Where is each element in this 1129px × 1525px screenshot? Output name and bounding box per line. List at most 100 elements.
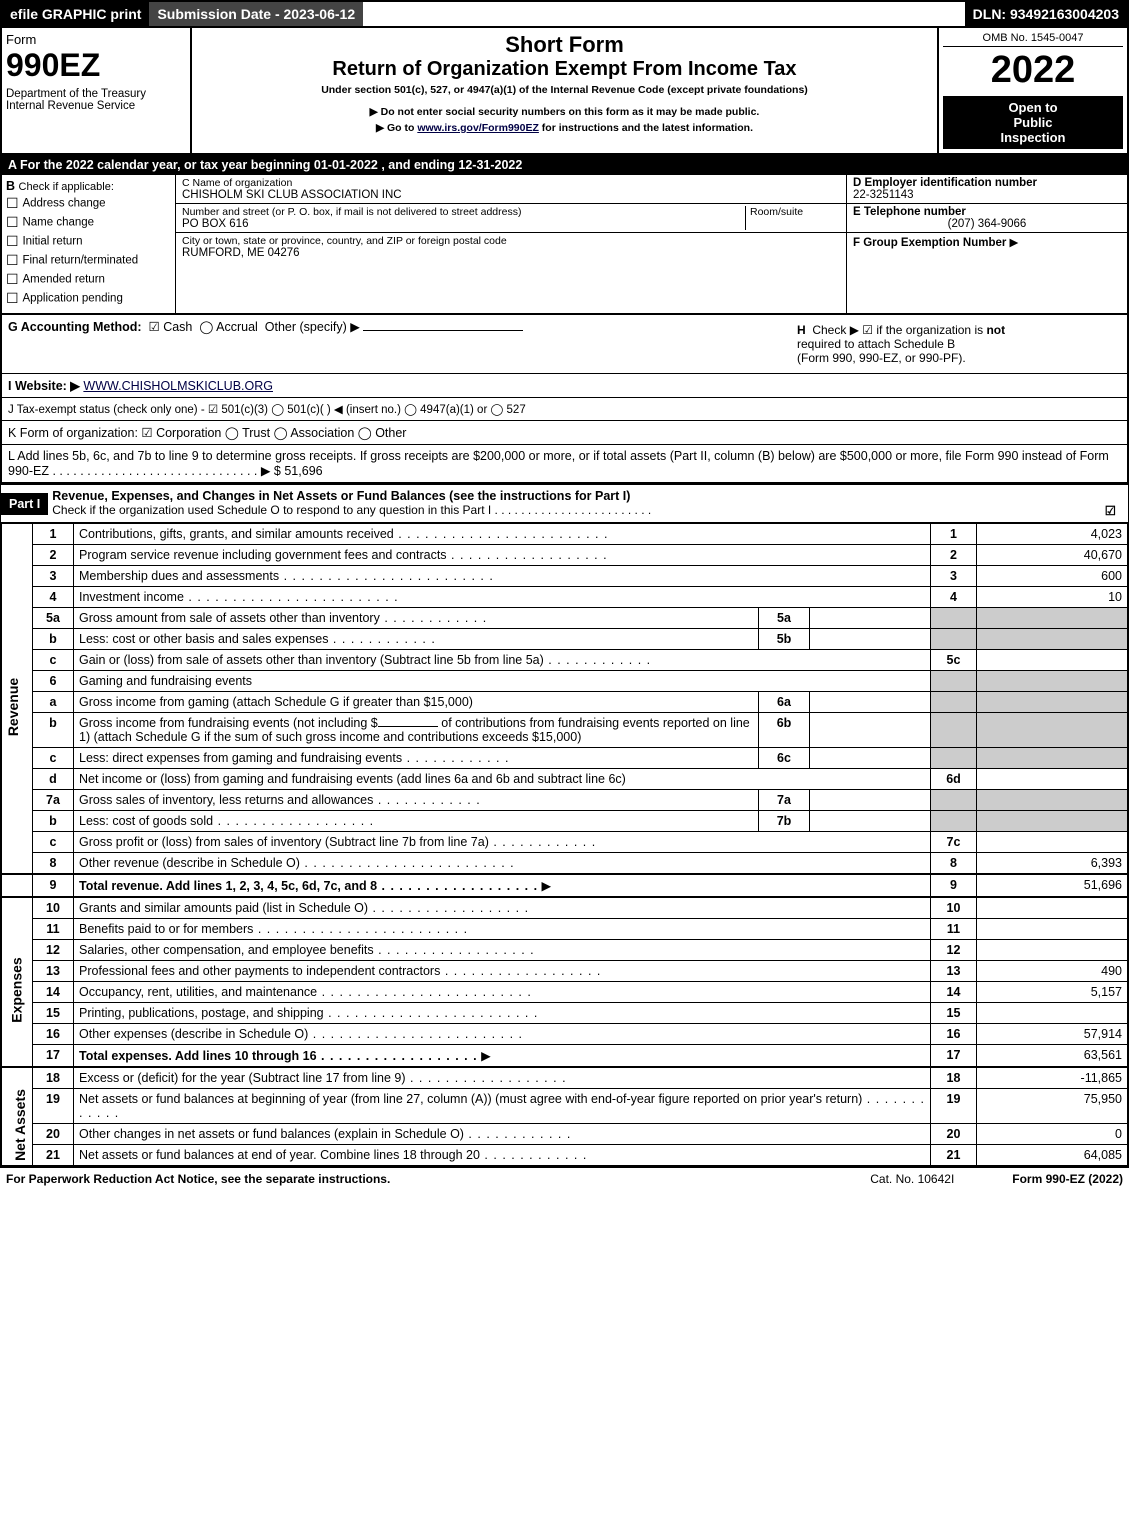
section-def: D Employer identification number 22-3251… [847, 175, 1127, 313]
form-header: Form 990EZ Department of the Treasury In… [0, 28, 1129, 155]
footer-right: Form 990-EZ (2022) [1012, 1172, 1123, 1186]
amt-line20: 0 [977, 1124, 1129, 1145]
amt-line13: 490 [977, 961, 1129, 982]
amt-line2: 40,670 [977, 545, 1129, 566]
warn-ssn: ▶ Do not enter social security numbers o… [196, 106, 933, 118]
gross-receipts-amt: 51,696 [284, 464, 322, 478]
chk-cash[interactable]: ☑ [149, 320, 160, 334]
side-netassets: Net Assets [1, 1067, 33, 1166]
row-a-tax-year: A For the 2022 calendar year, or tax yea… [0, 155, 1129, 175]
amt-line14: 5,157 [977, 982, 1129, 1003]
return-title: Return of Organization Exempt From Incom… [196, 58, 933, 81]
header-subtitle: Under section 501(c), 527, or 4947(a)(1)… [196, 84, 933, 96]
c-city-cell: City or town, state or province, country… [176, 233, 846, 261]
part1-row: Part I Revenue, Expenses, and Changes in… [0, 484, 1129, 523]
other-specify-blank[interactable] [363, 330, 523, 331]
val-7b [810, 811, 931, 832]
form-number: 990EZ [6, 47, 186, 84]
amt-line10 [977, 897, 1129, 919]
inspection-badge: Open to Public Inspection [943, 96, 1123, 149]
footer-left: For Paperwork Reduction Act Notice, see … [6, 1172, 812, 1186]
amt-line8: 6,393 [977, 853, 1129, 875]
d-ein-cell: D Employer identification number 22-3251… [847, 175, 1127, 204]
amt-line11 [977, 919, 1129, 940]
chk-amended-return[interactable]: Amended return [6, 271, 171, 288]
c-name-cell: C Name of organization CHISHOLM SKI CLUB… [176, 175, 846, 204]
irs-link[interactable]: www.irs.gov/Form990EZ [417, 122, 539, 134]
phone-value: (207) 364-9066 [853, 218, 1121, 230]
val-5a [810, 608, 931, 629]
val-7a [810, 790, 931, 811]
part1-title: Revenue, Expenses, and Changes in Net As… [52, 489, 630, 503]
header-right: OMB No. 1545-0047 2022 Open to Public In… [939, 28, 1127, 153]
chk-accrual[interactable]: ◯ [199, 320, 213, 334]
dept-treasury: Department of the Treasury [6, 88, 186, 100]
val-6c [810, 748, 931, 769]
row-i-website: I Website: ▶ WWW.CHISHOLMSKICLUB.ORG [0, 374, 1129, 398]
footer-catno: Cat. No. 10642I [812, 1172, 1012, 1186]
g-accounting: G Accounting Method: ☑ Cash ◯ Accrual Ot… [8, 319, 793, 369]
org-address: PO BOX 616 [182, 218, 745, 230]
form-word: Form [6, 32, 186, 47]
amt-line3: 600 [977, 566, 1129, 587]
val-6b [810, 713, 931, 748]
submission-date: Submission Date - 2023-06-12 [149, 2, 363, 26]
section-c: C Name of organization CHISHOLM SKI CLUB… [176, 175, 847, 313]
amt-line21: 64,085 [977, 1145, 1129, 1167]
amt-line12 [977, 940, 1129, 961]
amt-line1: 4,023 [977, 524, 1129, 545]
chk-address-change[interactable]: Address change [6, 195, 171, 212]
chk-application-pending[interactable]: Application pending [6, 290, 171, 307]
amt-line15 [977, 1003, 1129, 1024]
efile-label[interactable]: efile GRAPHIC print [2, 2, 149, 26]
short-form-title: Short Form [196, 32, 933, 58]
chk-schedule-o[interactable]: ☑ [1105, 503, 1116, 518]
header-left: Form 990EZ Department of the Treasury In… [2, 28, 192, 153]
val-6a [810, 692, 931, 713]
org-city: RUMFORD, ME 04276 [182, 247, 840, 259]
chk-final-return[interactable]: Final return/terminated [6, 252, 171, 269]
amt-line7c [977, 832, 1129, 853]
website-link[interactable]: WWW.CHISHOLMSKICLUB.ORG [83, 379, 273, 393]
blank-6b-contrib[interactable] [378, 726, 438, 727]
dln-label: DLN: 93492163004203 [965, 2, 1127, 26]
row-l-gross: L Add lines 5b, 6c, and 7b to line 9 to … [0, 445, 1129, 484]
row-j-status: J Tax-exempt status (check only one) - ☑… [0, 398, 1129, 421]
ein-value: 22-3251143 [853, 189, 1121, 201]
chk-schedule-b[interactable]: ☑ [862, 323, 873, 337]
org-name: CHISHOLM SKI CLUB ASSOCIATION INC [182, 189, 840, 201]
amt-line6d [977, 769, 1129, 790]
page-footer: For Paperwork Reduction Act Notice, see … [0, 1167, 1129, 1190]
header-center: Short Form Return of Organization Exempt… [192, 28, 939, 153]
chk-name-change[interactable]: Name change [6, 214, 171, 231]
h-check: H Check ▶ ☑ if the organization is not r… [793, 319, 1121, 369]
omb-number: OMB No. 1545-0047 [943, 32, 1123, 47]
tax-year: 2022 [943, 49, 1123, 92]
row-gh: G Accounting Method: ☑ Cash ◯ Accrual Ot… [0, 315, 1129, 374]
part1-table: Revenue 1 Contributions, gifts, grants, … [0, 523, 1129, 1167]
section-bcd: B Check if applicable: Address change Na… [0, 175, 1129, 315]
amt-line17: 63,561 [977, 1045, 1129, 1068]
b-label: B [6, 179, 15, 193]
chk-initial-return[interactable]: Initial return [6, 233, 171, 250]
f-group-cell: F Group Exemption Number ▶ [847, 233, 1127, 251]
top-bar: efile GRAPHIC print Submission Date - 20… [0, 0, 1129, 28]
part1-label: Part I [1, 493, 48, 515]
room-suite-label: Room/suite [745, 206, 840, 230]
section-b: B Check if applicable: Address change Na… [2, 175, 176, 313]
irs-label: Internal Revenue Service [6, 100, 186, 112]
val-5b [810, 629, 931, 650]
b-check-if: Check if applicable: [19, 181, 114, 193]
amt-line4: 10 [977, 587, 1129, 608]
side-expenses: Expenses [1, 897, 33, 1067]
side-revenue: Revenue [1, 524, 33, 875]
warn-goto: ▶ Go to www.irs.gov/Form990EZ for instru… [196, 122, 933, 134]
amt-line5c [977, 650, 1129, 671]
c-addr-cell: Number and street (or P. O. box, if mail… [176, 204, 846, 233]
amt-line18: -11,865 [977, 1067, 1129, 1089]
amt-line16: 57,914 [977, 1024, 1129, 1045]
e-phone-cell: E Telephone number (207) 364-9066 [847, 204, 1127, 233]
part1-check-line: Check if the organization used Schedule … [52, 503, 651, 517]
row-k-org: K Form of organization: ☑ Corporation ◯ … [0, 421, 1129, 445]
amt-line19: 75,950 [977, 1089, 1129, 1124]
